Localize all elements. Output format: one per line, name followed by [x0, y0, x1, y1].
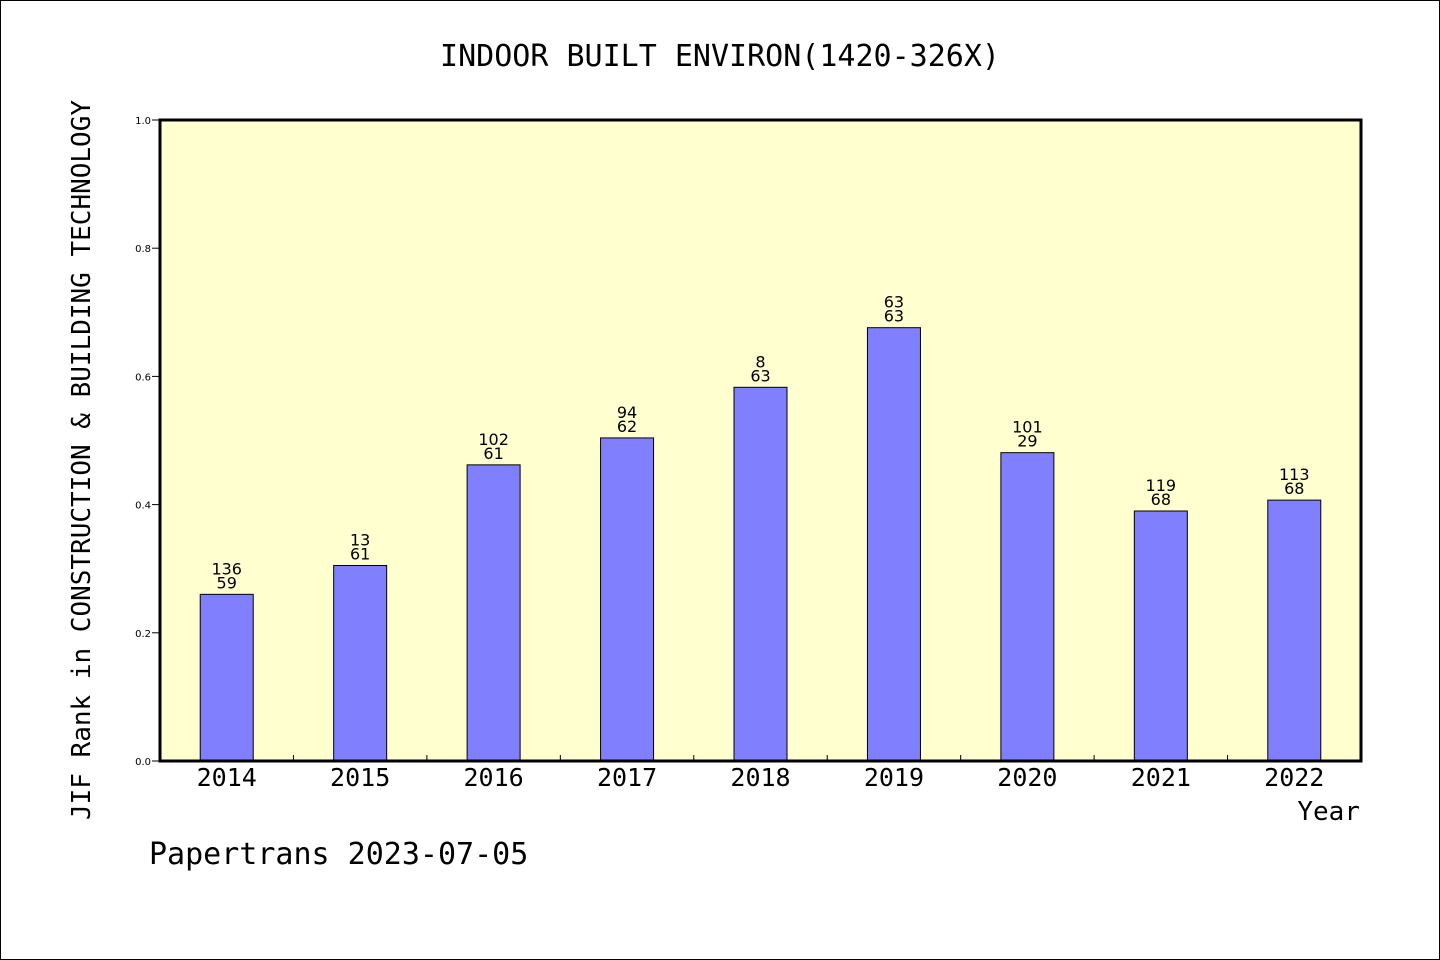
x-tick-label: 2022	[1264, 763, 1324, 792]
x-tick-label: 2021	[1131, 763, 1191, 792]
y-tick-label: 0.6	[135, 372, 151, 383]
plot-border	[158, 118, 1363, 763]
x-tick-label: 2017	[597, 763, 657, 792]
y-tick-label: 0.0	[135, 757, 151, 768]
x-tick-label: 2015	[330, 763, 390, 792]
bar-label-top: 101	[1012, 418, 1043, 437]
y-tick-label: 0.4	[135, 501, 151, 512]
y-tick-label: 0.2	[135, 629, 151, 640]
y-axis-label: JIF Rank in CONSTRUCTION & BUILDING TECH…	[67, 100, 97, 820]
bars-group	[199, 327, 1322, 762]
bar-label-top: 119	[1146, 476, 1177, 495]
y-tick-label: 0.8	[135, 244, 151, 255]
bar	[199, 593, 254, 762]
bar	[466, 464, 521, 762]
bar-label-top: 63	[884, 293, 904, 312]
bar-label-top: 8	[755, 352, 765, 371]
bar	[866, 327, 921, 762]
bar-label-bottom: 29	[1017, 432, 1037, 451]
bar	[600, 437, 655, 762]
x-tick-label: 2016	[464, 763, 524, 792]
bar-label-top: 113	[1279, 465, 1310, 484]
x-tick-label: 2019	[864, 763, 924, 792]
x-tick-label: 2014	[197, 763, 257, 792]
bar-label-bottom: 63	[884, 307, 904, 326]
bar	[333, 564, 388, 762]
x-tick-label: 2018	[730, 763, 790, 792]
x-tick-label: 2020	[997, 763, 1057, 792]
bar-label-bottom: 61	[350, 544, 370, 563]
bar-label-top: 136	[211, 559, 242, 578]
bar-label-bottom: 68	[1284, 479, 1304, 498]
x-axis-label: Year	[1297, 797, 1360, 827]
chart-title: INDOOR BUILT ENVIRON(1420-326X)	[440, 39, 1000, 74]
y-tick-label: 1.0	[135, 116, 151, 127]
bar-label-bottom: 63	[750, 366, 770, 385]
bar	[1267, 499, 1322, 762]
bar-label-top: 102	[478, 430, 509, 449]
bar-label-bottom: 68	[1151, 490, 1171, 509]
bar	[733, 386, 788, 762]
labels-group: 0.00.20.40.60.81.02014136592015136120161…	[135, 116, 1324, 792]
bar-label-bottom: 59	[217, 573, 237, 592]
bar-label-bottom: 61	[483, 444, 503, 463]
bar	[1133, 510, 1188, 762]
bar	[1000, 452, 1055, 762]
credit-text: Papertrans 2023-07-05	[149, 837, 528, 872]
bar-label-top: 13	[350, 530, 370, 549]
bar-label-top: 94	[617, 403, 637, 422]
bar-label-bottom: 62	[617, 417, 637, 436]
